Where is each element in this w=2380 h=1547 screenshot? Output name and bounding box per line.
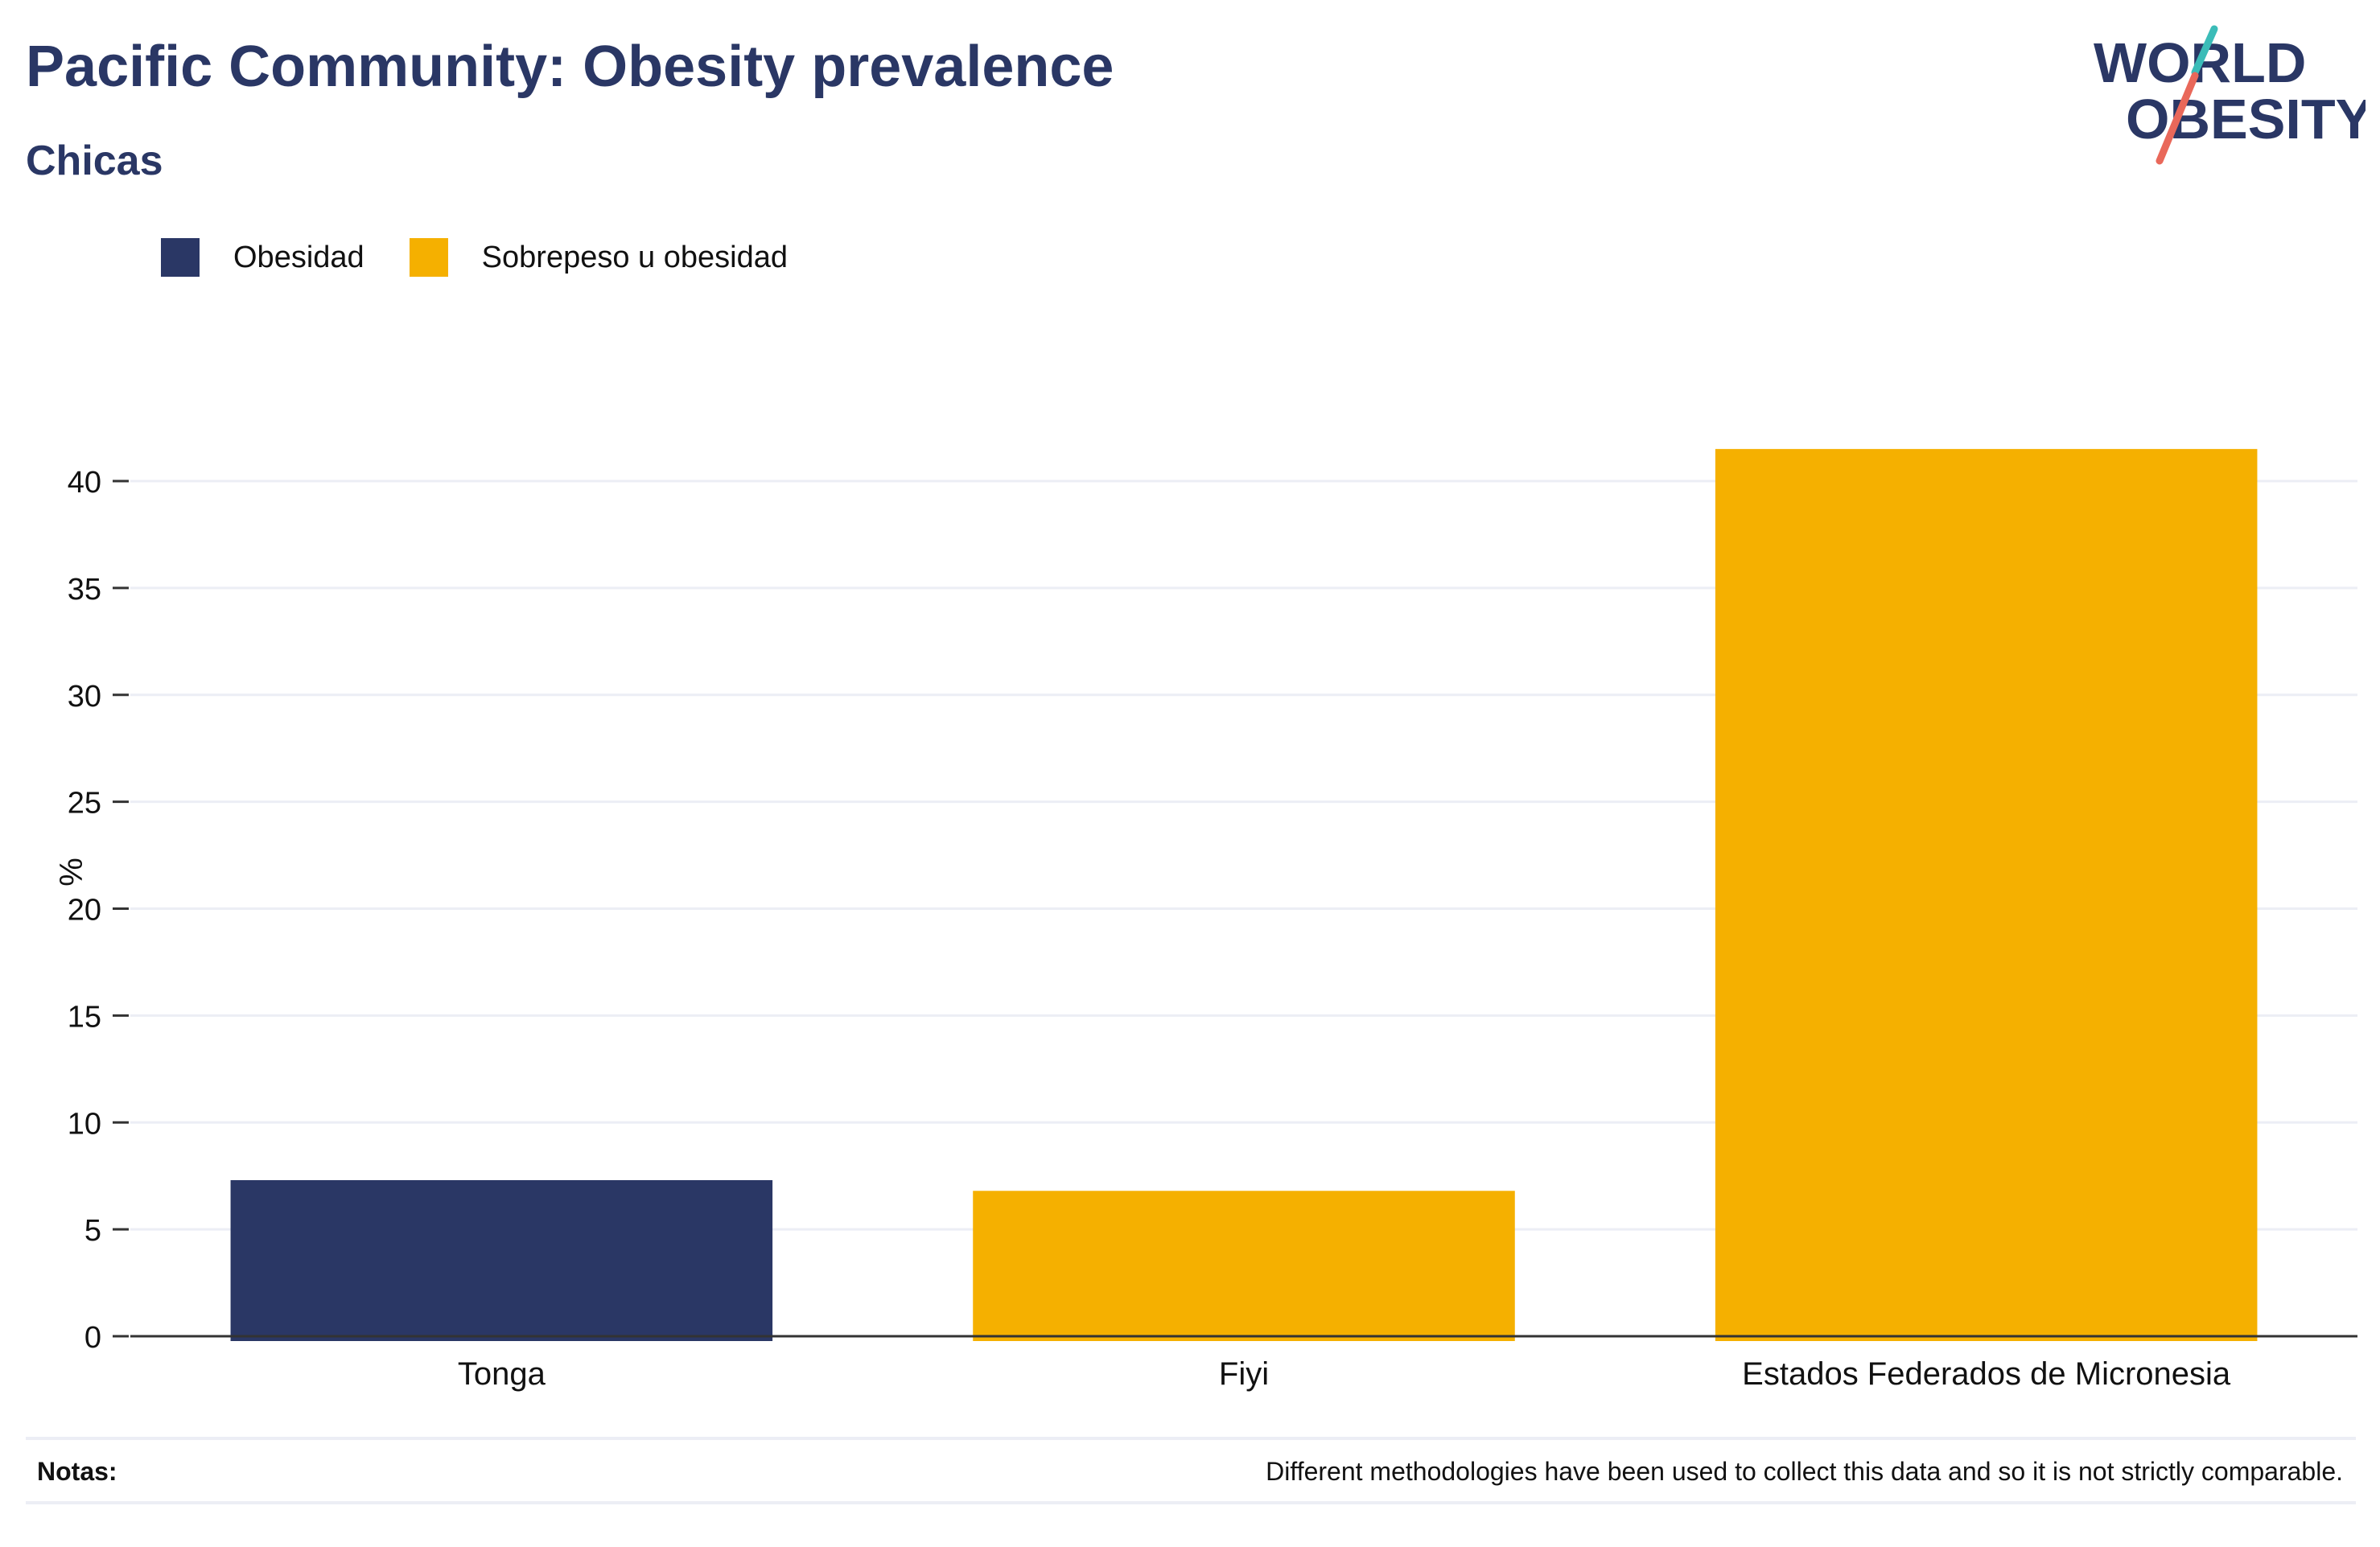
legend-label-obesidad: Obesidad (233, 240, 364, 274)
world-obesity-logo: WORLD OBESITY (2094, 25, 2366, 165)
chart-legend: Obesidad Sobrepeso u obesidad (161, 238, 833, 277)
x-axis-tick-labels: Tonga Fiyi Estados Federados de Micronesia (458, 1356, 2231, 1392)
bars (230, 449, 2258, 1342)
x-tick-label: Fiyi (1219, 1356, 1269, 1392)
legend-item-obesidad[interactable]: Obesidad (161, 238, 364, 277)
chart-subtitle: Chicas (26, 138, 163, 184)
y-tick-label: 0 (84, 1321, 101, 1355)
y-tick-label: 40 (68, 466, 101, 500)
x-tick-label: Tonga (458, 1356, 546, 1392)
y-tick-label: 35 (68, 573, 101, 607)
y-axis-ticks: 0 5 10 15 20 25 30 35 40 (68, 466, 129, 1355)
notes-text: Different methodologies have been used t… (1266, 1457, 2343, 1486)
notes-divider-top (26, 1437, 2356, 1440)
notes-divider-bottom (26, 1501, 2356, 1504)
y-tick-label: 20 (68, 894, 101, 928)
legend-swatch-obesidad (161, 238, 200, 277)
y-tick-label: 5 (84, 1214, 101, 1248)
y-tick-label: 30 (68, 680, 101, 714)
bar-estados-federados-de-micronesia (1715, 449, 2258, 1342)
y-axis-label: % (52, 858, 88, 887)
chart-title: Pacific Community: Obesity prevalence (26, 35, 1114, 99)
bar-tonga (230, 1180, 773, 1341)
legend-label-sobrepeso: Sobrepeso u obesidad (481, 240, 788, 274)
legend-item-sobrepeso[interactable]: Sobrepeso u obesidad (409, 238, 788, 277)
logo-slash-bottom (2156, 72, 2199, 165)
notes-label: Notas: (37, 1457, 117, 1486)
x-tick-label: Estados Federados de Micronesia (1742, 1356, 2231, 1392)
logo-slash-top (2191, 25, 2218, 76)
legend-swatch-sobrepeso (409, 238, 448, 277)
y-tick-label: 25 (68, 787, 101, 821)
y-tick-label: 10 (68, 1107, 101, 1141)
bar-chart: 0 5 10 15 20 25 30 35 40 Tonga Fiyi Estados Federa… (52, 449, 2357, 1392)
bar-fiyi (973, 1191, 1515, 1341)
y-tick-label: 15 (68, 1000, 101, 1034)
